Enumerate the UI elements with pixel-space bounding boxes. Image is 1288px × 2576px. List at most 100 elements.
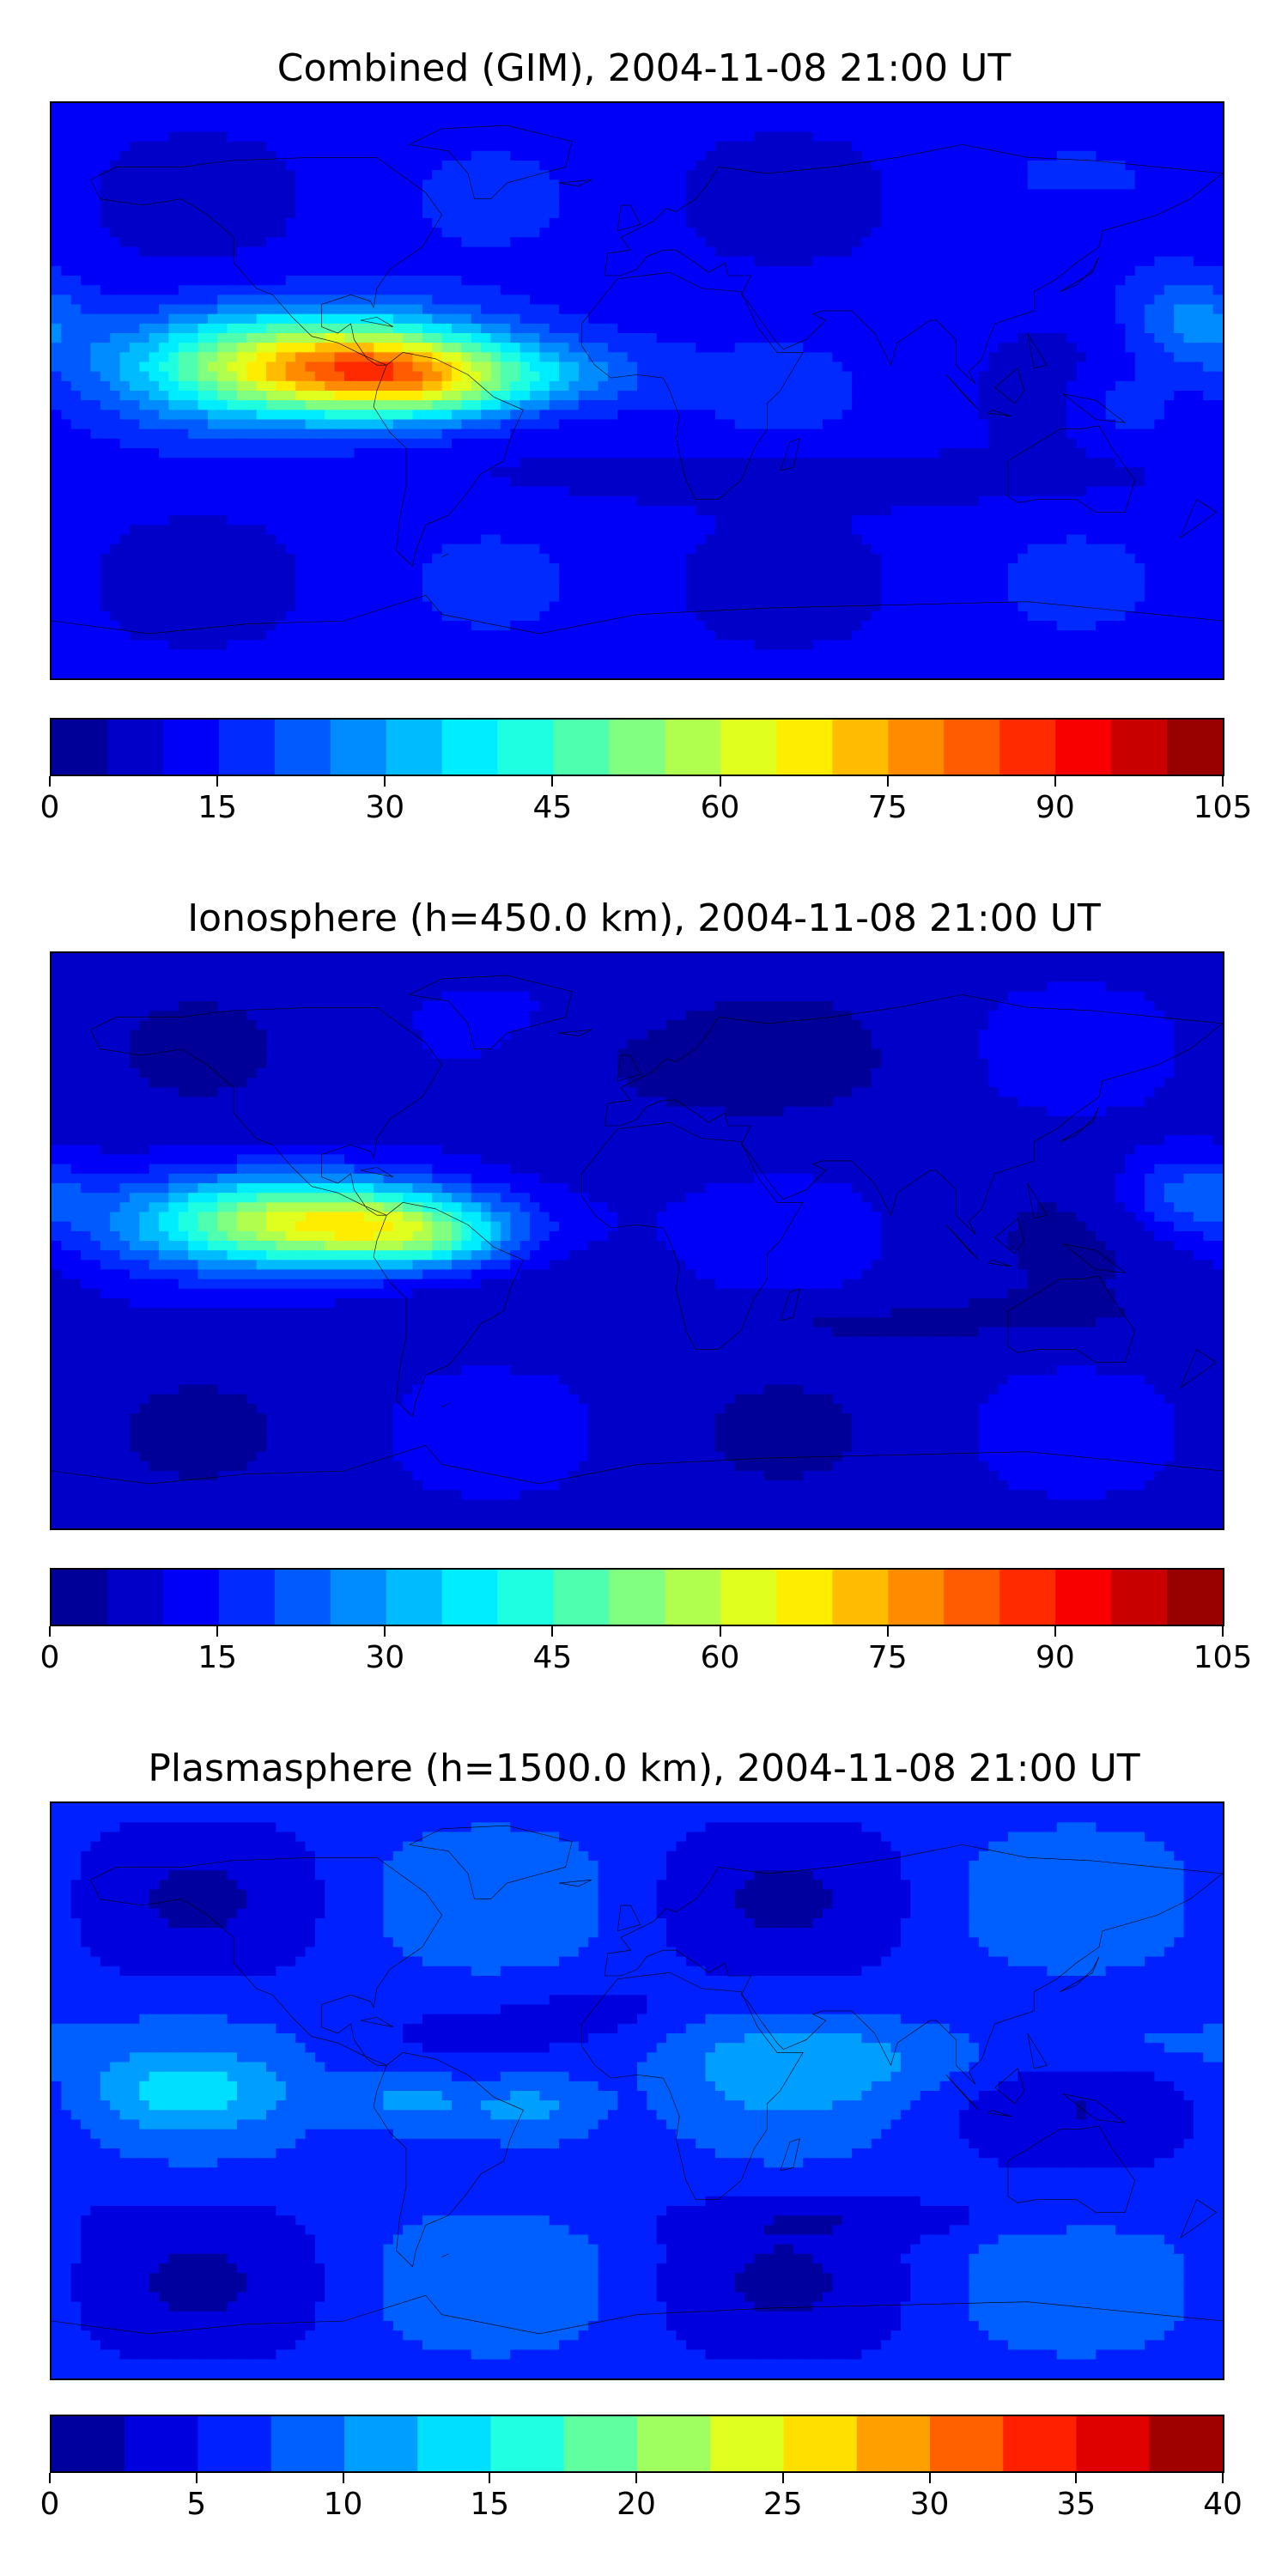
heatmap-cell (207, 361, 218, 373)
heatmap-cell (647, 122, 658, 133)
heatmap-cell (696, 228, 707, 239)
heatmap-cell (607, 380, 619, 392)
heatmap-cell (1154, 458, 1165, 469)
heatmap-cell (725, 170, 736, 181)
heatmap-cell (363, 371, 374, 382)
heatmap-cell (149, 361, 160, 373)
heatmap-cell (1027, 428, 1038, 440)
heatmap-cell (510, 285, 521, 296)
heatmap-cell (959, 352, 970, 363)
heatmap-cell (149, 112, 160, 124)
heatmap-cell (441, 103, 453, 113)
heatmap-cell (354, 131, 365, 143)
heatmap-cell (70, 391, 82, 401)
heatmap-cell (959, 276, 970, 286)
heatmap-cell (1066, 477, 1078, 488)
heatmap-cell (52, 400, 63, 411)
heatmap-cell (168, 237, 179, 248)
heatmap-cell (822, 246, 834, 258)
heatmap-cell (803, 103, 814, 113)
heatmap-cell (207, 313, 218, 325)
heatmap-cell (1125, 285, 1136, 296)
heatmap-cell (998, 438, 1009, 449)
heatmap-cell (139, 486, 150, 497)
heatmap-cell (949, 448, 960, 459)
heatmap-cell (1163, 371, 1175, 382)
heatmap-cell (471, 400, 482, 411)
heatmap-cell (1105, 170, 1116, 181)
heatmap-cell (949, 391, 960, 401)
heatmap-cell (676, 400, 687, 411)
heatmap-cell (822, 228, 834, 239)
heatmap-cell (207, 218, 218, 228)
heatmap-cell (529, 179, 541, 191)
heatmap-cell (539, 122, 550, 133)
heatmap-cell (744, 246, 756, 258)
heatmap-cell (930, 179, 941, 191)
heatmap-cell (588, 438, 599, 449)
heatmap-cell (266, 419, 277, 430)
heatmap-cell (1125, 198, 1136, 210)
heatmap-cell (452, 343, 463, 354)
heatmap-cell (119, 495, 131, 507)
heatmap-cell (1037, 467, 1048, 478)
heatmap-cell (861, 256, 872, 267)
heatmap-cell (246, 285, 258, 296)
heatmap-cell (1212, 467, 1223, 478)
heatmap-cell (246, 265, 258, 276)
heatmap-cell (1134, 438, 1145, 449)
heatmap-cell (159, 265, 170, 276)
heatmap-cell (920, 313, 931, 325)
heatmap-cell (939, 256, 951, 267)
heatmap-cell (1212, 198, 1223, 210)
heatmap-cell (920, 141, 931, 152)
heatmap-cell (100, 170, 111, 181)
heatmap-cell (295, 285, 307, 296)
heatmap-cell (803, 333, 814, 343)
heatmap-cell (392, 161, 404, 171)
heatmap-cell (266, 448, 277, 459)
heatmap-cell (676, 256, 687, 267)
heatmap-cell (1154, 161, 1165, 171)
heatmap-cell (354, 343, 365, 354)
heatmap-cell (871, 361, 882, 373)
heatmap-cell (422, 218, 434, 228)
heatmap-cell (763, 256, 775, 267)
heatmap-cell (197, 198, 209, 210)
heatmap-cell (471, 122, 482, 133)
heatmap-cell (959, 477, 970, 488)
heatmap-cell (1154, 361, 1165, 373)
heatmap-cell (256, 150, 267, 161)
heatmap-cell (1154, 198, 1165, 210)
heatmap-cell (617, 343, 629, 354)
heatmap-cell (725, 380, 736, 392)
heatmap-cell (539, 333, 550, 343)
heatmap-cell (1193, 198, 1205, 210)
heatmap-cell (276, 208, 287, 219)
heatmap-cell (510, 170, 521, 181)
heatmap-cell (276, 313, 287, 325)
heatmap-cell (207, 276, 218, 286)
heatmap-cell (1203, 170, 1214, 181)
heatmap-cell (236, 371, 248, 382)
heatmap-cell (1154, 333, 1165, 343)
heatmap-cell (754, 333, 765, 343)
heatmap-cell (285, 141, 296, 152)
heatmap-cell (696, 361, 707, 373)
heatmap-cell (588, 150, 599, 161)
heatmap-cell (1183, 410, 1194, 421)
heatmap-cell (1018, 150, 1029, 161)
heatmap-cell (1115, 208, 1127, 219)
heatmap-cell (392, 170, 404, 181)
heatmap-cell (305, 391, 316, 401)
heatmap-cell (832, 150, 843, 161)
heatmap-cell (1174, 323, 1185, 334)
heatmap-cell (920, 361, 931, 373)
heatmap-cell (617, 112, 629, 124)
heatmap-cell (656, 477, 667, 488)
heatmap-cell (188, 170, 199, 181)
heatmap-cell (1183, 343, 1194, 354)
heatmap-cell (285, 198, 296, 210)
heatmap-cell (617, 198, 629, 210)
heatmap-cell (890, 352, 902, 363)
